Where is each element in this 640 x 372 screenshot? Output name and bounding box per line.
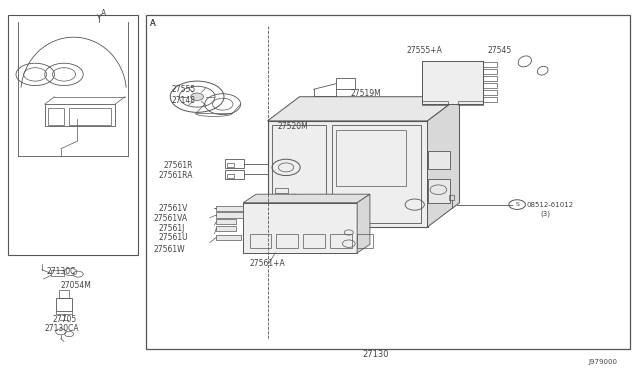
Bar (289, 211, 301, 222)
Text: 27561V: 27561V (158, 204, 188, 213)
Text: 27519M: 27519M (351, 89, 381, 98)
Bar (227, 174, 234, 178)
Text: 27561+A: 27561+A (250, 259, 285, 268)
Text: 27545: 27545 (488, 46, 512, 55)
Bar (275, 195, 288, 201)
Bar (339, 211, 351, 222)
Bar (146, 15, 630, 349)
Text: 08512-61012: 08512-61012 (526, 202, 573, 208)
Bar (336, 78, 355, 89)
Bar (276, 234, 298, 248)
Text: 27555+A: 27555+A (406, 46, 442, 55)
Bar (322, 211, 335, 222)
Bar (51, 270, 64, 276)
Bar (330, 234, 352, 248)
Text: 27130CA: 27130CA (45, 324, 79, 333)
Bar (243, 203, 357, 253)
Bar (483, 97, 497, 102)
Bar (336, 130, 406, 186)
Bar (272, 211, 285, 222)
Polygon shape (243, 194, 370, 203)
Polygon shape (268, 97, 460, 121)
Bar (422, 101, 448, 105)
Bar (483, 83, 497, 88)
Text: A: A (150, 19, 156, 28)
Bar (483, 90, 497, 95)
Text: 27148: 27148 (172, 96, 196, 105)
Bar (332, 125, 421, 223)
Text: 27555: 27555 (172, 85, 196, 94)
Bar (250, 234, 271, 248)
Text: 27561U: 27561U (159, 233, 188, 242)
Bar (216, 226, 236, 231)
Bar (428, 179, 450, 203)
Bar (422, 61, 483, 104)
Bar (357, 234, 373, 248)
Text: 27520M: 27520M (277, 122, 308, 131)
Circle shape (191, 93, 204, 100)
Bar (227, 163, 234, 167)
Bar (225, 159, 244, 168)
Bar (59, 290, 69, 298)
Text: (3): (3) (541, 211, 551, 217)
Bar (216, 212, 243, 218)
Polygon shape (428, 97, 460, 227)
Text: 27561RA: 27561RA (159, 171, 193, 180)
Bar (8, 15, 138, 255)
Bar (428, 151, 450, 169)
Text: S: S (515, 202, 519, 207)
Text: 27561VA: 27561VA (154, 214, 188, 223)
Text: 27130: 27130 (362, 350, 388, 359)
Bar (268, 121, 428, 227)
Text: 27054M: 27054M (61, 281, 92, 290)
Text: 27130C: 27130C (46, 267, 76, 276)
Bar (216, 206, 243, 211)
Text: J979000: J979000 (589, 359, 618, 365)
Bar (458, 101, 483, 105)
Text: 27561W: 27561W (154, 245, 185, 254)
Bar (305, 211, 318, 222)
Bar (216, 219, 236, 224)
Bar (483, 70, 497, 74)
Bar (272, 125, 326, 223)
Bar (48, 108, 64, 125)
Bar (56, 298, 72, 311)
Bar (303, 234, 325, 248)
Bar (449, 195, 454, 200)
Bar (45, 104, 115, 126)
Bar (483, 62, 497, 67)
Text: 27705: 27705 (52, 315, 77, 324)
Bar (225, 170, 244, 179)
Text: A: A (150, 19, 156, 28)
Text: 27561J: 27561J (159, 224, 185, 232)
Text: A: A (101, 9, 106, 18)
Bar (69, 108, 111, 125)
Bar (275, 188, 288, 193)
Bar (483, 77, 497, 81)
Bar (216, 235, 241, 240)
Text: 27561R: 27561R (163, 161, 193, 170)
Polygon shape (357, 194, 370, 253)
